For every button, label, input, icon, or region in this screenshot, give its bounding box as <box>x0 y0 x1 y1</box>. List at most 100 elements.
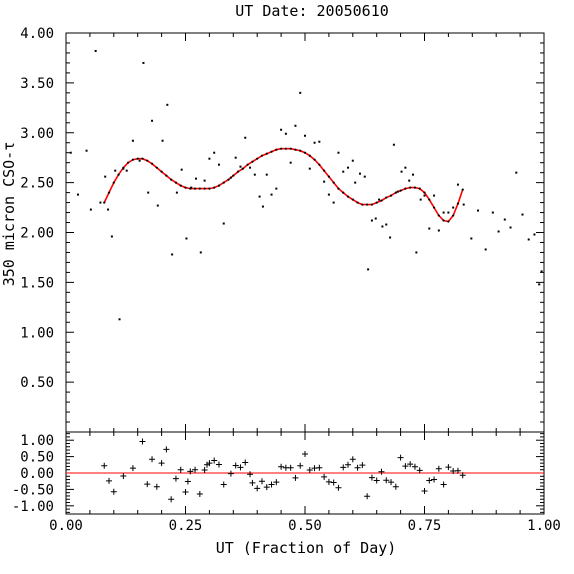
residual-point <box>110 488 117 495</box>
residual-point <box>273 479 280 486</box>
residual-point <box>402 463 409 470</box>
data-point <box>114 169 117 172</box>
chart-title: UT Date: 20050610 <box>235 2 389 20</box>
x-tick-label: 1.00 <box>527 518 561 534</box>
fit-marker <box>213 186 216 189</box>
data-point <box>190 186 193 189</box>
residual-plot-y-tick-labels: 1.000.500.00-0.50-1.00 <box>12 433 54 515</box>
fit-marker <box>150 162 154 165</box>
data-point <box>437 229 440 232</box>
data-point <box>76 193 79 196</box>
data-point <box>69 151 72 154</box>
fit-marker <box>413 186 417 189</box>
residual-point <box>306 467 313 474</box>
residual-point <box>287 464 294 471</box>
data-point <box>229 176 232 179</box>
fit-marker <box>222 181 225 184</box>
data-point <box>156 204 159 207</box>
residual-point <box>340 464 347 471</box>
data-point <box>389 236 392 239</box>
data-point <box>313 141 316 144</box>
fit-marker <box>380 199 383 202</box>
fit-marker <box>303 151 307 154</box>
fit-marker <box>165 174 168 177</box>
data-point <box>337 151 340 154</box>
residual-point <box>435 465 442 472</box>
fit-marker <box>131 158 135 161</box>
data-point <box>249 166 252 169</box>
data-point <box>234 156 237 159</box>
residual-point <box>144 481 151 488</box>
fit-curve-markers <box>103 147 464 223</box>
data-point <box>208 157 211 160</box>
x-tick-label: 0.00 <box>49 518 83 534</box>
residual-point <box>411 463 418 470</box>
y-axis-label: 350 micron CSO-τ <box>0 142 18 287</box>
data-point <box>89 208 92 211</box>
y-tick-label: -0.50 <box>12 482 54 498</box>
data-point <box>428 227 431 230</box>
y-tick-label: 0.00 <box>20 466 54 482</box>
data-point <box>347 166 350 169</box>
fit-marker <box>270 150 273 153</box>
residual-point <box>211 457 218 464</box>
data-point <box>342 170 345 173</box>
data-point <box>527 238 530 241</box>
fit-marker <box>370 203 374 206</box>
y-tick-label: 4.00 <box>20 26 54 42</box>
residual-point <box>345 461 352 468</box>
residual-point <box>215 461 222 468</box>
main-plot-panel: 0.50 1.00 1.50 2.00 2.50 3.00 3.50 4.00 <box>20 26 545 433</box>
data-point <box>299 91 302 94</box>
data-point <box>161 139 164 142</box>
data-point <box>289 161 292 164</box>
fit-marker <box>198 187 201 190</box>
x-tick-label: 0.75 <box>408 518 442 534</box>
data-point <box>538 283 541 286</box>
fit-marker <box>337 187 340 190</box>
fit-marker <box>174 181 178 184</box>
residual-point <box>431 476 438 483</box>
x-tick-label: 0.25 <box>169 518 203 534</box>
residual-point <box>242 459 249 466</box>
data-point <box>199 251 202 254</box>
fit-marker <box>437 214 440 217</box>
residual-point <box>153 483 160 490</box>
data-point <box>447 211 450 214</box>
data-point <box>94 49 97 52</box>
data-point <box>284 132 287 135</box>
data-point <box>354 181 357 184</box>
y-tick-label: 2.50 <box>20 176 54 192</box>
fit-marker <box>294 148 297 151</box>
fit-marker <box>232 174 235 177</box>
fit-marker <box>318 163 321 166</box>
data-point <box>275 187 278 190</box>
residual-point <box>172 475 179 482</box>
fit-marker <box>389 194 393 197</box>
fit-marker <box>193 187 197 190</box>
residual-point <box>297 462 304 469</box>
data-point <box>400 170 403 173</box>
fit-marker <box>346 195 350 198</box>
tau-data-points <box>69 49 543 321</box>
residual-point <box>139 438 146 445</box>
data-point <box>497 230 500 233</box>
residual-point <box>378 468 385 475</box>
fit-marker <box>265 152 268 155</box>
residual-point <box>330 479 337 486</box>
fit-marker <box>418 187 421 190</box>
residual-point <box>247 471 254 478</box>
data-point <box>404 166 407 169</box>
data-point <box>412 173 415 176</box>
fit-marker <box>141 157 144 160</box>
fit-marker <box>447 220 450 223</box>
y-tick-label: 3.00 <box>20 126 54 142</box>
residual-point <box>192 466 199 473</box>
data-point <box>147 191 150 194</box>
data-point <box>456 183 459 186</box>
data-point <box>521 213 524 216</box>
fit-marker <box>356 201 359 204</box>
fit-marker <box>456 202 460 205</box>
residual-point <box>254 485 261 492</box>
